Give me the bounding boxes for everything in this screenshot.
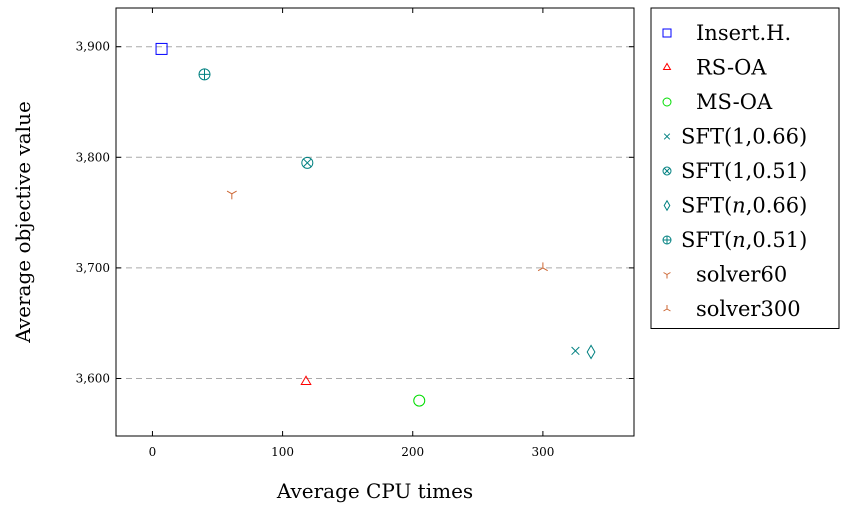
x-tick-label: 300	[531, 445, 554, 459]
legend-entry: MS-OA	[696, 90, 773, 114]
data-point	[198, 68, 211, 81]
data-point	[301, 156, 314, 169]
x-tick-label: 200	[401, 445, 424, 459]
legend: Insert.H. RS-OA MS-OA SFT(1,0.66) SFT(1,0.51…	[650, 7, 840, 329]
legend-entry: SFT(1,0.51)	[681, 159, 807, 183]
y-tick-label: 3,700	[76, 261, 110, 275]
y-tick-label: 3,800	[76, 150, 110, 164]
legend-entry: SFT(1,0.66)	[681, 125, 807, 149]
legend-marker	[663, 133, 671, 140]
x-tick-label: 0	[149, 445, 157, 459]
x-tick-label: 100	[271, 445, 294, 459]
legend-entry: SFT(n,0.51)	[681, 228, 807, 252]
legend-marker	[662, 62, 672, 70]
data-point	[226, 190, 237, 200]
legend-marker	[662, 166, 672, 176]
y-tick-label: 3,600	[76, 371, 110, 385]
legend-entry: RS-OA	[696, 56, 767, 80]
y-axis-label: Average objective value	[11, 101, 35, 344]
legend-marker	[663, 199, 671, 212]
legend-entry: solver60	[696, 263, 787, 287]
grid-layer	[116, 46, 634, 379]
data-point	[537, 262, 548, 272]
legend-marker	[662, 97, 672, 107]
legend-marker	[662, 235, 672, 245]
legend-entry: solver300	[696, 297, 801, 321]
legend-marker	[662, 28, 672, 38]
data-point	[571, 346, 580, 356]
y-tick-label: 3,900	[76, 40, 110, 54]
plot-frame	[115, 7, 635, 437]
data-point	[155, 42, 168, 55]
x-axis-label: Average CPU times	[276, 479, 473, 503]
data-point	[300, 375, 312, 386]
data-point	[413, 394, 426, 407]
ticks-layer: 3,600 3,700 3,800 3,900 0 100 200 300	[76, 8, 634, 459]
legend-frame	[650, 7, 840, 329]
legend-marker	[663, 272, 671, 279]
legend-marker	[663, 305, 671, 312]
points-layer	[155, 42, 596, 407]
legend-entry: SFT(n,0.66)	[681, 194, 807, 218]
data-point	[586, 344, 596, 360]
legend-entry: Insert.H.	[696, 21, 791, 45]
